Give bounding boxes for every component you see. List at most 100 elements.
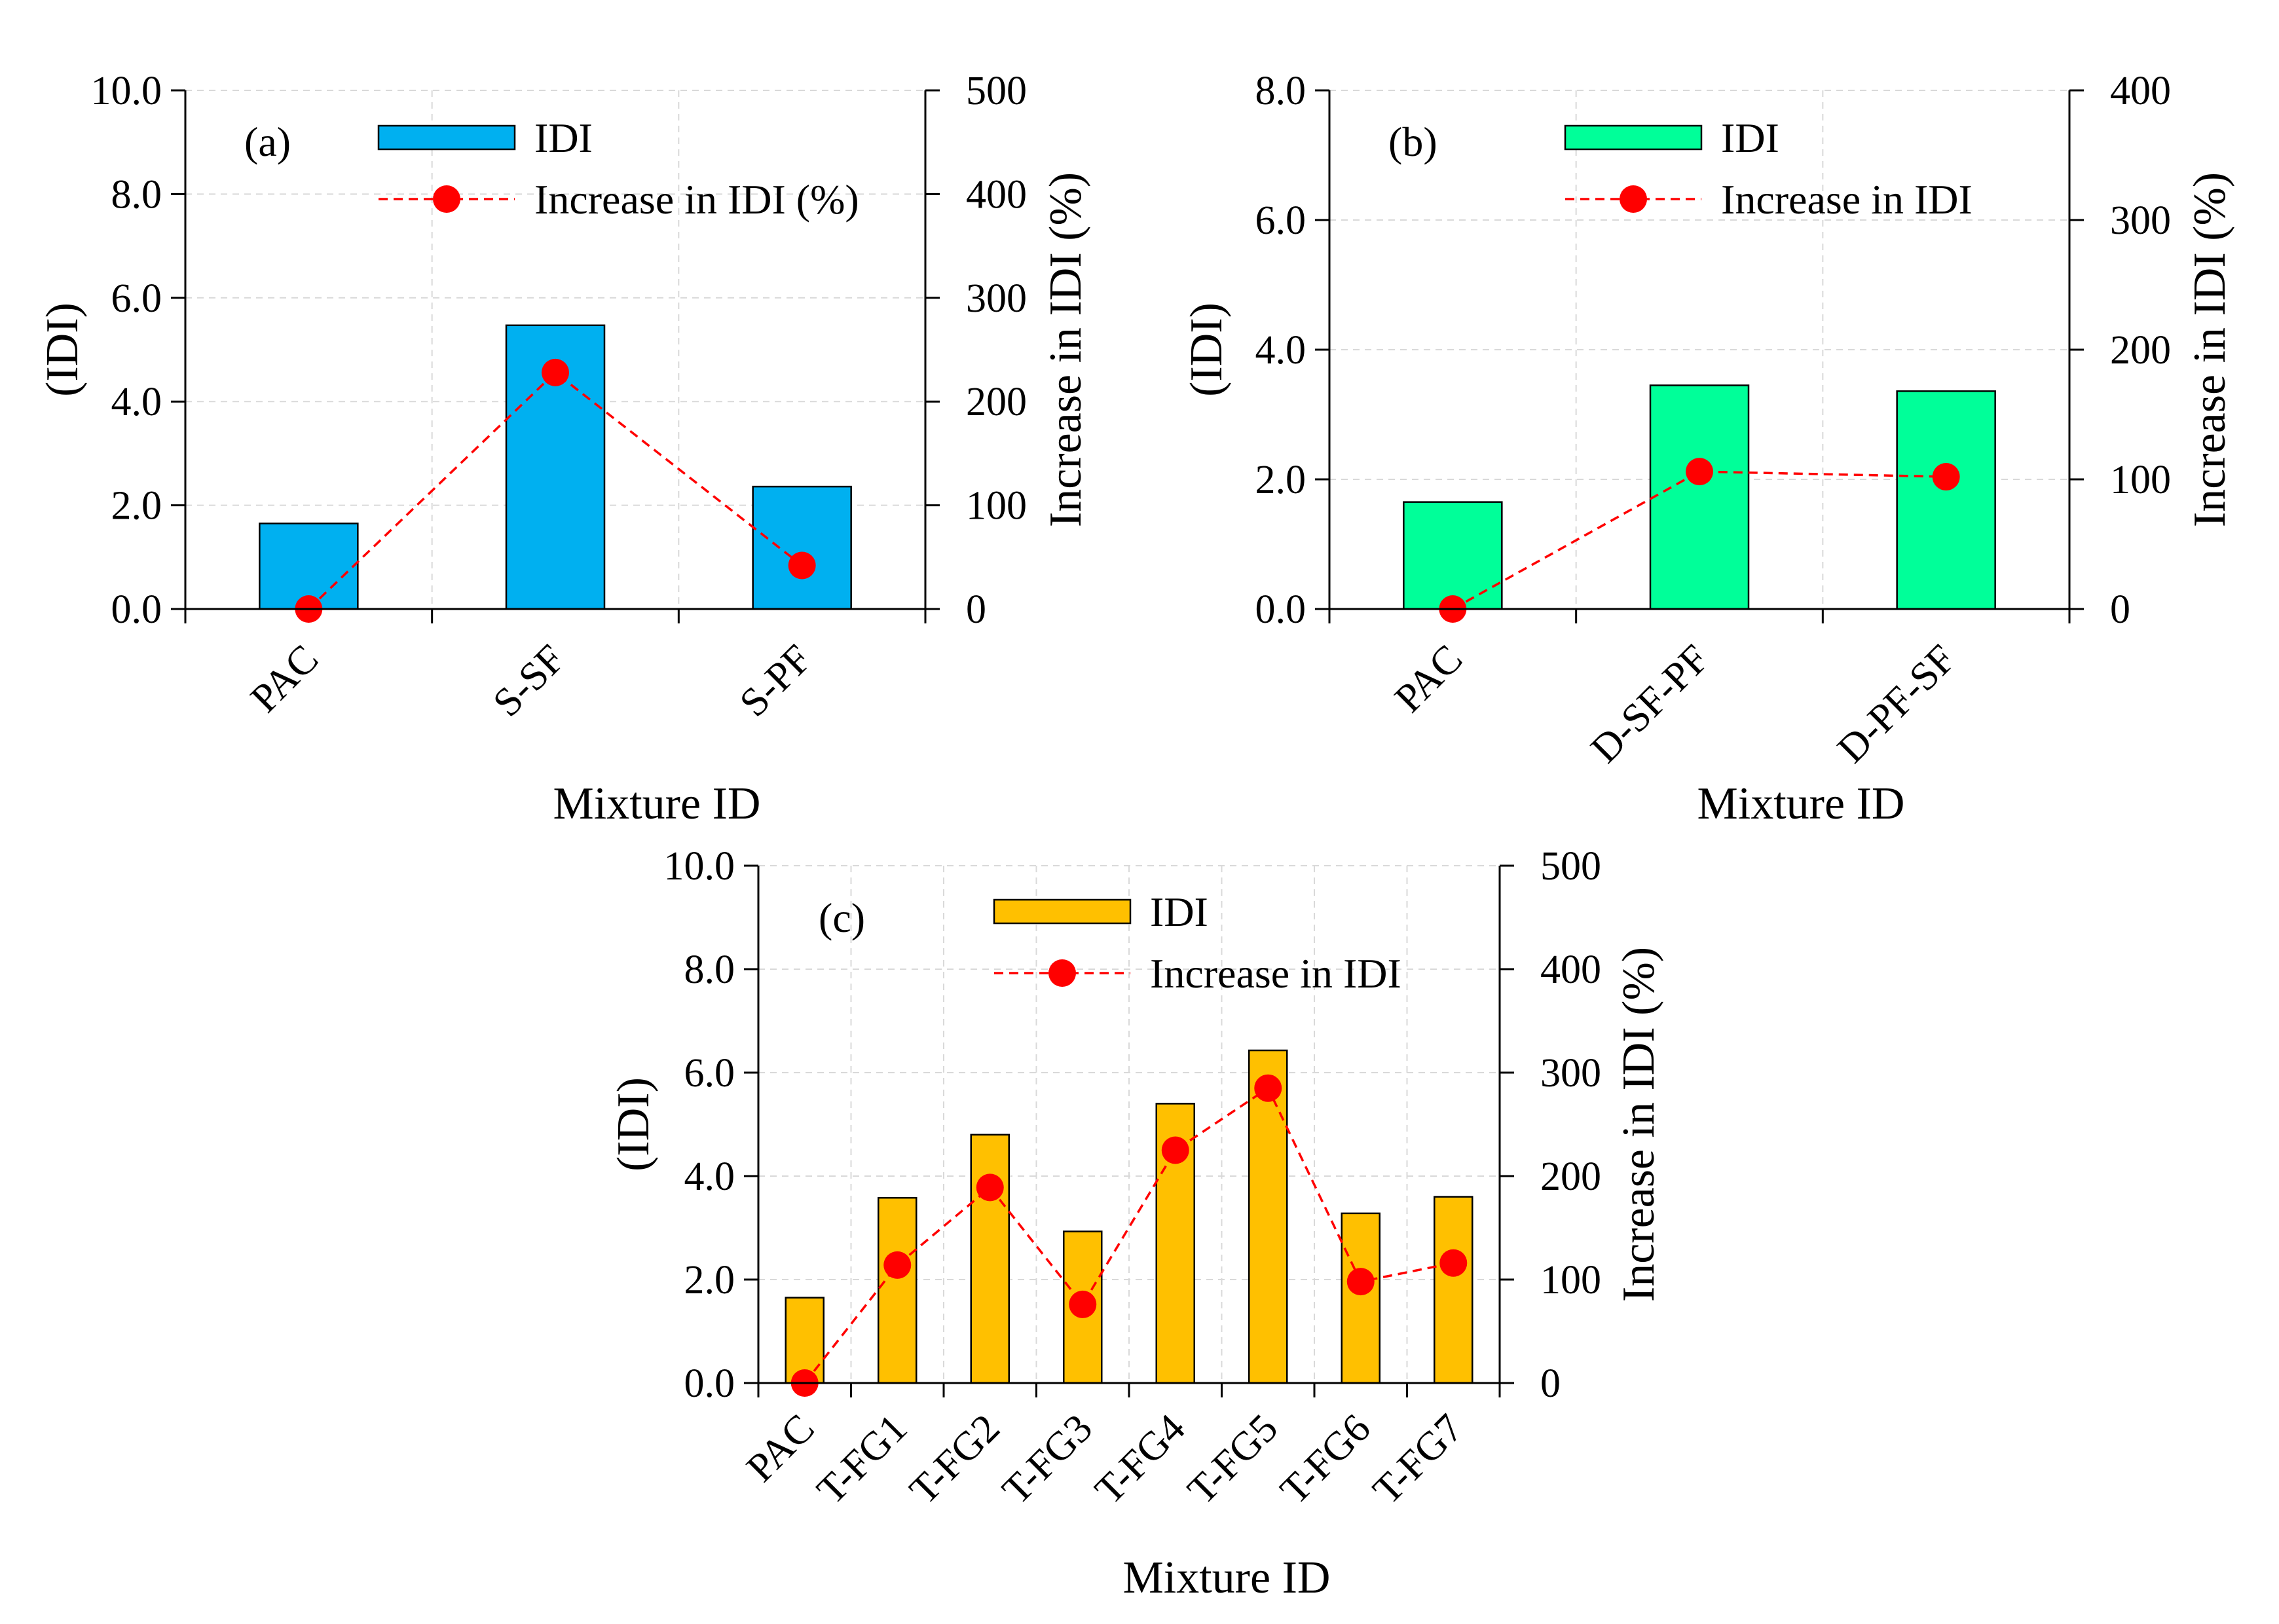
bar-T-FG7 (1434, 1196, 1473, 1384)
y2-tick-label: 500 (966, 69, 1027, 113)
y2-tick-label: 0 (1540, 1361, 1561, 1406)
x-tick-label: D-SF-PF (1582, 637, 1717, 771)
x-tick-label: S-PF (732, 637, 821, 726)
gridlines (758, 865, 1500, 1383)
bar-T-FG6 (1341, 1212, 1380, 1384)
increase-point-T-FG6 (1346, 1268, 1375, 1296)
bar-PAC (259, 523, 359, 610)
increase-point-S-PF (788, 551, 816, 580)
y-tick-label: 4.0 (111, 380, 162, 424)
x-tick-label: PAC (738, 1406, 823, 1490)
legend-bar-label: IDI (1721, 115, 1779, 161)
legend: IDI Increase in IDI (1564, 115, 1973, 223)
bar-PAC (1403, 501, 1503, 610)
x-tick-label: PAC (1386, 637, 1471, 721)
y-tick-label: 8.0 (111, 172, 162, 217)
legend-bar-swatch (993, 898, 1132, 925)
x-tick-label: T-FG4 (1086, 1406, 1193, 1513)
y-tick-label: 4.0 (1255, 328, 1306, 373)
increase-point-T-FG3 (1069, 1290, 1097, 1318)
increase-line (308, 371, 803, 610)
increase-point-T-FG1 (883, 1251, 912, 1279)
x-tick-label: T-FG5 (1179, 1406, 1286, 1513)
panel-label: (c) (819, 895, 865, 941)
increase-point-T-FG5 (1254, 1074, 1282, 1102)
x-tick-label: D-PF-SF (1829, 637, 1964, 771)
legend: IDI Increase in IDI (%) (377, 115, 859, 223)
bar-D-SF-PF (1649, 384, 1750, 610)
y2-tick-label: 100 (2110, 458, 2171, 502)
gridlines (185, 90, 925, 609)
increase-point-S-SF (542, 358, 569, 386)
y-tick-label: 2.0 (684, 1258, 735, 1302)
x-tick-label: S-SF (485, 637, 574, 726)
y-tick-label: 6.0 (684, 1051, 735, 1096)
y-tick-label: 0.0 (684, 1361, 735, 1406)
legend: IDI Increase in IDI (993, 889, 1401, 997)
y2-tick-label: 0 (2110, 587, 2130, 632)
y2-tick-label: 0 (966, 587, 986, 632)
y2-tick-label: 200 (1540, 1154, 1601, 1199)
bar-S-PF (752, 485, 852, 610)
y-tick-label: 8.0 (1255, 69, 1306, 113)
y-tick-label: 6.0 (1255, 198, 1306, 243)
x-tick-label: PAC (242, 637, 327, 721)
increase-point-T-FG7 (1439, 1249, 1468, 1277)
y-tick-label: 8.0 (684, 948, 735, 992)
y-axis-label: (IDI) (608, 1077, 659, 1172)
legend-line-marker (1620, 185, 1647, 213)
y-axis-label: (IDI) (37, 303, 88, 397)
x-tick-label: T-FG1 (809, 1406, 916, 1513)
chart-panel-b: 0.0 2.0 4.0 6.0 8.0 0 100 200 300 400 PAC D-SF-PF D-… (1181, 69, 2235, 829)
legend-bar-label: IDI (1150, 889, 1208, 935)
y-axis-label: (IDI) (1181, 303, 1232, 397)
x-axis-label: Mixture ID (1123, 1553, 1331, 1603)
panel-label: (b) (1388, 119, 1437, 165)
y2-axis-label: Increase in IDI (%) (1041, 172, 1091, 527)
x-tick-label: T-FG2 (901, 1406, 1008, 1513)
increase-line (804, 1086, 1454, 1384)
y2-tick-label: 100 (966, 484, 1027, 528)
y2-tick-label: 300 (966, 276, 1027, 321)
bar-T-FG5 (1248, 1049, 1288, 1384)
increase-point-D-PF-SF (1932, 463, 1960, 491)
legend-line-label: Increase in IDI (%) (534, 176, 859, 223)
increase-line (1452, 470, 1946, 610)
y-tick-label: 4.0 (684, 1154, 735, 1199)
y2-axis-label: Increase in IDI (%) (1614, 947, 1664, 1302)
bar-T-FG2 (970, 1134, 1010, 1384)
y2-tick-label: 200 (966, 380, 1027, 424)
y2-tick-label: 200 (2110, 328, 2171, 373)
legend-bar-label: IDI (534, 115, 593, 161)
increase-point-D-SF-PF (1686, 458, 1713, 486)
chart-panel-a: 0.0 2.0 4.0 6.0 8.0 10.0 0 100 200 300 400 500 PAC S-… (37, 69, 1091, 829)
y-tick-label: 10.0 (664, 844, 735, 889)
y-tick-label: 2.0 (1255, 458, 1306, 502)
bar-T-FG1 (878, 1196, 917, 1384)
legend-line-label: Increase in IDI (1721, 176, 1973, 223)
y2-tick-label: 400 (966, 172, 1027, 217)
x-tick-label: T-FG6 (1272, 1406, 1379, 1513)
y-tick-label: 2.0 (111, 484, 162, 528)
y2-tick-label: 300 (1540, 1051, 1601, 1096)
y-tick-label: 0.0 (111, 587, 162, 632)
y2-tick-label: 100 (1540, 1258, 1601, 1302)
y2-tick-label: 400 (2110, 69, 2171, 113)
x-axis-label: Mixture ID (553, 779, 761, 829)
panel-label: (a) (244, 119, 291, 165)
legend-line-marker (1048, 959, 1076, 987)
y2-tick-label: 400 (1540, 948, 1601, 992)
legend-line-label: Increase in IDI (1150, 950, 1401, 997)
legend-bar-swatch (1564, 124, 1703, 151)
y2-axis-label: Increase in IDI (%) (2185, 172, 2235, 527)
x-tick-label: T-FG7 (1365, 1406, 1472, 1513)
y-tick-label: 10.0 (91, 69, 162, 113)
x-tick-label: T-FG3 (994, 1406, 1101, 1513)
bar-D-PF-SF (1896, 390, 1996, 610)
y2-tick-label: 300 (2110, 198, 2171, 243)
y-tick-label: 0.0 (1255, 587, 1306, 632)
legend-line-marker (433, 185, 460, 213)
increase-point-T-FG4 (1161, 1136, 1189, 1164)
y-tick-label: 6.0 (111, 276, 162, 321)
